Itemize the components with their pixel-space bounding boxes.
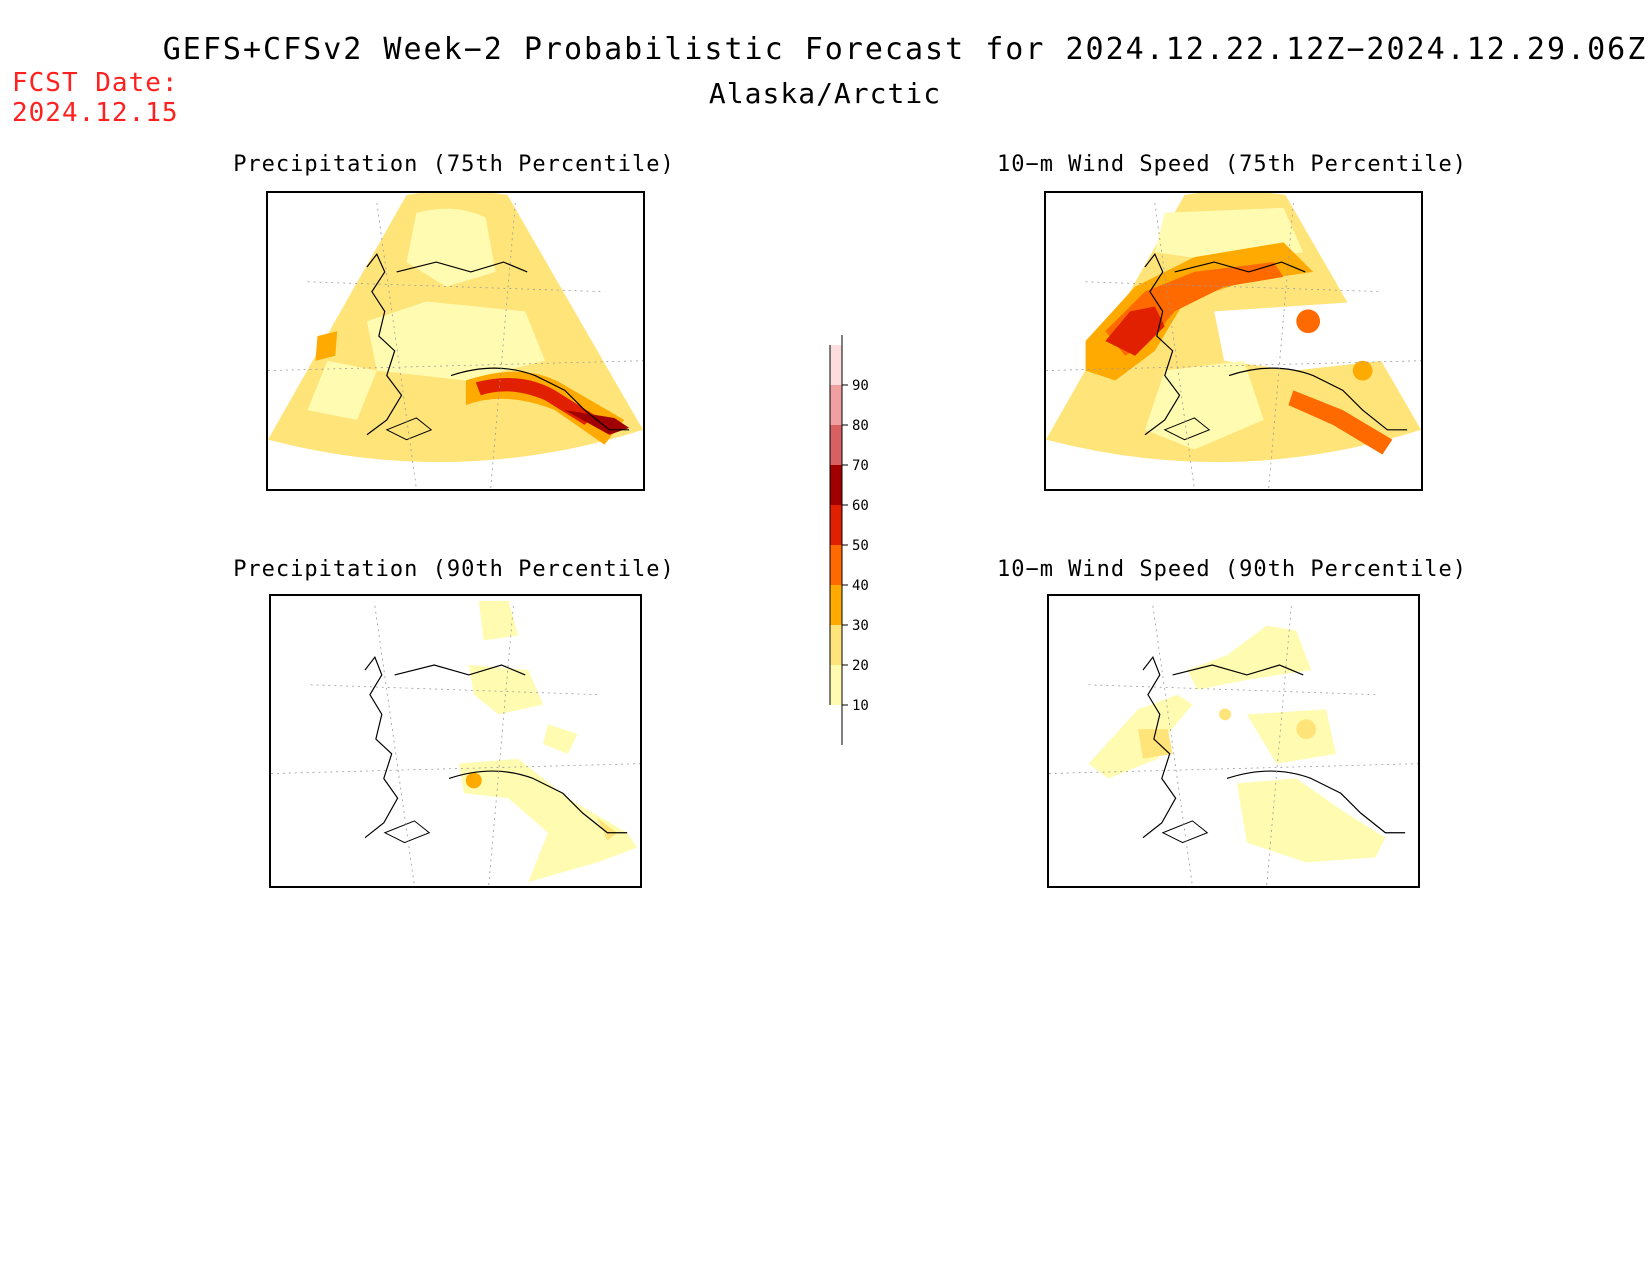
coastline bbox=[1228, 367, 1408, 431]
coastline bbox=[364, 655, 526, 839]
map-precip-75-svg bbox=[268, 193, 643, 489]
forecast-fill bbox=[1288, 390, 1393, 455]
colorbar: 10 20 30 40 50 60 70 80 90 bbox=[829, 335, 869, 745]
colorbar-swatch-60 bbox=[830, 465, 842, 505]
panel-title-precip75: Precipitation (75th Percentile) bbox=[233, 152, 675, 177]
forecast-fill bbox=[478, 600, 519, 641]
coastline bbox=[448, 770, 628, 834]
forecast-fill bbox=[307, 360, 377, 420]
map-precip-75 bbox=[266, 191, 645, 491]
colorbar-swatch-90 bbox=[830, 345, 842, 385]
colorbar-label: 20 bbox=[852, 658, 869, 674]
coastline bbox=[385, 417, 433, 441]
colorbar-label: 50 bbox=[852, 538, 869, 554]
forecast-fill bbox=[366, 301, 546, 381]
map-wind-90-svg bbox=[1049, 605, 1418, 886]
forecast-fill bbox=[564, 410, 630, 435]
map-precip-90 bbox=[269, 594, 642, 888]
forecast-fill bbox=[1219, 708, 1232, 721]
colorbar-swatch-70 bbox=[830, 425, 842, 465]
forecast-date-value: 2024.12.15 bbox=[12, 98, 179, 128]
coastline bbox=[1161, 820, 1209, 844]
map-wind-90 bbox=[1047, 594, 1420, 888]
coastline bbox=[1226, 770, 1406, 834]
colorbar-label: 10 bbox=[852, 698, 869, 714]
forecast-fill bbox=[543, 724, 578, 754]
map-wind-75-svg bbox=[1046, 193, 1421, 489]
forecast-fill bbox=[1246, 709, 1336, 764]
coastline bbox=[1144, 253, 1306, 436]
forecast-fill bbox=[1214, 301, 1383, 371]
colorbar-swatch-10 bbox=[830, 665, 842, 705]
forecast-fill bbox=[475, 378, 595, 425]
forecast-fill bbox=[1236, 778, 1386, 863]
graticule bbox=[268, 202, 643, 489]
colorbar-swatch-50 bbox=[830, 505, 842, 545]
panel-title-wind90: 10−m Wind Speed (90th Percentile) bbox=[996, 557, 1468, 582]
coastline bbox=[450, 367, 630, 431]
colorbar-label: 40 bbox=[852, 578, 869, 594]
forecast-date-label: FCST Date: bbox=[12, 68, 179, 98]
forecast-fill bbox=[1296, 719, 1317, 740]
forecast-fill bbox=[458, 758, 638, 883]
colorbar-swatch-20 bbox=[830, 625, 842, 665]
colorbar-swatch-80 bbox=[830, 385, 842, 425]
colorbar-swatch-40 bbox=[830, 545, 842, 585]
forecast-fill bbox=[1187, 625, 1312, 690]
forecast-fill bbox=[1296, 309, 1321, 334]
coastline bbox=[1163, 417, 1211, 441]
panel-title-precip90: Precipitation (90th Percentile) bbox=[233, 557, 675, 582]
main-title: GEFS+CFSv2 Week−2 Probabilistic Forecast… bbox=[162, 32, 1648, 67]
colorbar-label: 80 bbox=[852, 418, 869, 434]
colorbar-swatch-30 bbox=[830, 585, 842, 625]
forecast-fill bbox=[315, 331, 338, 361]
coastline bbox=[366, 253, 528, 436]
coastline bbox=[1142, 655, 1304, 839]
colorbar-swatches bbox=[829, 335, 848, 745]
forecast-fill bbox=[1138, 729, 1173, 759]
region-subtitle: Alaska/Arctic bbox=[708, 77, 942, 110]
forecast-fill bbox=[406, 208, 496, 287]
forecast-fill bbox=[597, 817, 618, 841]
map-wind-75 bbox=[1044, 191, 1423, 491]
panel-title-wind75: 10−m Wind Speed (75th Percentile) bbox=[996, 152, 1468, 177]
coastline bbox=[383, 820, 431, 844]
colorbar-label: 30 bbox=[852, 618, 869, 634]
colorbar-label: 90 bbox=[852, 378, 869, 394]
forecast-fill bbox=[1105, 306, 1165, 356]
forecast-fill bbox=[1144, 360, 1264, 450]
forecast-fill bbox=[465, 772, 482, 789]
graticule bbox=[1046, 202, 1421, 489]
colorbar-label: 60 bbox=[852, 498, 869, 514]
colorbar-label: 70 bbox=[852, 458, 869, 474]
map-precip-90-svg bbox=[271, 600, 640, 886]
colorbar-labels: 10 20 30 40 50 60 70 80 90 bbox=[852, 378, 869, 714]
forecast-fill bbox=[1352, 360, 1373, 381]
